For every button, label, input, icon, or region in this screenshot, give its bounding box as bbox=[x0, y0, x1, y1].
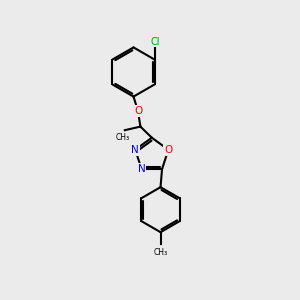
Text: O: O bbox=[134, 106, 142, 116]
Text: N: N bbox=[131, 145, 139, 155]
Text: CH₃: CH₃ bbox=[115, 133, 130, 142]
Text: N: N bbox=[138, 164, 146, 174]
Text: Cl: Cl bbox=[150, 37, 160, 47]
Text: O: O bbox=[164, 145, 172, 155]
Text: CH₃: CH₃ bbox=[154, 248, 168, 257]
